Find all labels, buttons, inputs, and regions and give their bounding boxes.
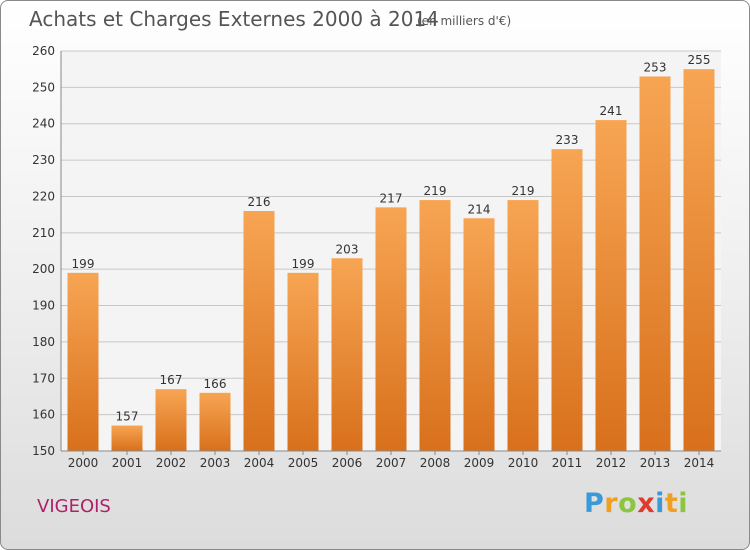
data-label: 255: [688, 53, 711, 67]
bar-2011: [551, 149, 583, 451]
x-tick-label: 2013: [640, 456, 671, 470]
bar-2002: [155, 389, 187, 451]
x-tick-label: 2007: [376, 456, 407, 470]
data-label: 219: [512, 184, 535, 198]
bar-2014: [683, 69, 715, 451]
chart-title: Achats et Charges Externes 2000 à 2014: [29, 7, 439, 31]
data-label: 157: [116, 410, 139, 424]
y-tick-label: 150: [32, 444, 55, 458]
x-tick-label: 2008: [420, 456, 451, 470]
bar-2003: [199, 392, 231, 451]
data-label: 166: [204, 377, 227, 391]
y-tick-label: 260: [32, 44, 55, 58]
logo-letter: P: [584, 488, 605, 519]
x-tick-label: 2012: [596, 456, 627, 470]
x-tick-label: 2004: [244, 456, 275, 470]
x-tick-label: 2000: [68, 456, 99, 470]
bar-2013: [639, 76, 671, 452]
x-tick-label: 2003: [200, 456, 231, 470]
y-tick-label: 230: [32, 153, 55, 167]
bar-2009: [463, 218, 495, 451]
data-label: 217: [380, 191, 403, 205]
x-tick-label: 2001: [112, 456, 143, 470]
y-tick-label: 160: [32, 408, 55, 422]
data-label: 219: [424, 184, 447, 198]
x-tick-label: 2014: [684, 456, 715, 470]
y-tick-label: 240: [32, 117, 55, 131]
data-label: 167: [160, 373, 183, 387]
logo-letter: i: [655, 488, 665, 519]
y-tick-label: 170: [32, 371, 55, 385]
x-tick-label: 2010: [508, 456, 539, 470]
y-tick-label: 250: [32, 80, 55, 94]
bar-2006: [331, 258, 363, 451]
bar-2012: [595, 120, 627, 451]
data-label: 241: [600, 104, 623, 118]
data-label: 214: [468, 202, 491, 216]
y-tick-label: 220: [32, 189, 55, 203]
logo-letter: x: [637, 488, 656, 519]
y-tick-label: 200: [32, 262, 55, 276]
y-tick-label: 190: [32, 299, 55, 313]
data-label: 216: [248, 195, 271, 209]
data-label: 253: [644, 60, 667, 74]
logo-letter: t: [664, 488, 679, 519]
x-tick-label: 2011: [552, 456, 583, 470]
y-tick-label: 210: [32, 226, 55, 240]
logo-letter: o: [618, 488, 638, 519]
bar-2007: [375, 207, 407, 451]
bar-2000: [67, 272, 99, 451]
x-tick-label: 2006: [332, 456, 363, 470]
bar-2008: [419, 200, 451, 451]
bar-2010: [507, 200, 539, 451]
logo-letter: i: [678, 488, 689, 519]
data-label: 199: [292, 257, 315, 271]
data-label: 203: [336, 242, 359, 256]
commune-name: VIGEOIS: [37, 496, 111, 517]
data-label: 233: [556, 133, 579, 147]
bar-2004: [243, 211, 275, 451]
chart-subtitle: (en milliers d'€): [417, 14, 512, 28]
data-label: 199: [72, 257, 95, 271]
bar-2001: [111, 425, 143, 451]
x-tick-label: 2002: [156, 456, 187, 470]
logo-letter: r: [604, 488, 619, 519]
y-tick-label: 180: [32, 335, 55, 349]
x-tick-label: 2009: [464, 456, 495, 470]
proxiti-logo: Proxiti: [584, 488, 688, 519]
bar-2005: [287, 272, 319, 451]
x-tick-label: 2005: [288, 456, 319, 470]
